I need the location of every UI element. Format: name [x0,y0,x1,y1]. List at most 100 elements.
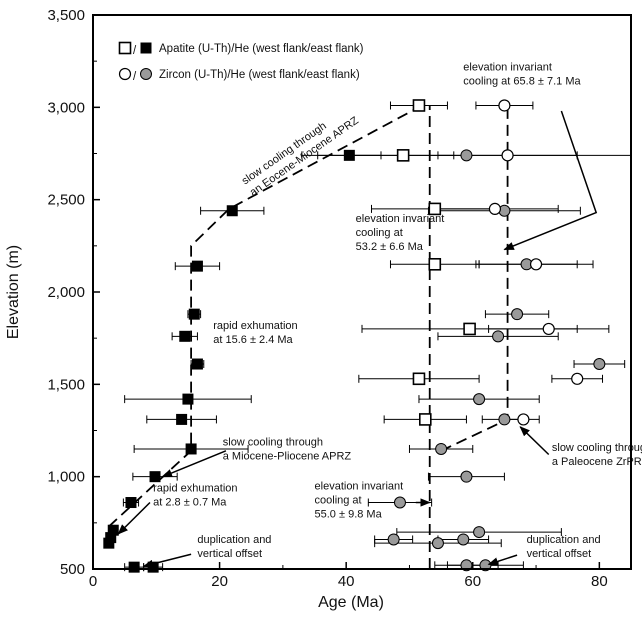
annotation-arrow [142,553,192,568]
y-tick-label: 3,000 [47,99,85,116]
legend-slash: / [133,71,137,83]
annotation-line: cooling at [356,227,403,239]
annotation-line: at 15.6 ± 2.4 Ma [213,334,293,346]
circle-open-point [529,258,543,271]
square-open-point [428,257,442,271]
square-filled-point [149,471,161,483]
annotation-text: duplication and vertical offset [527,534,601,560]
square-filled-point [226,205,238,217]
circle-open-point [517,413,530,426]
annotation-line: a Miocene-Pliocene APRZ [223,450,352,462]
x-axis-title: Age (Ma) [318,594,384,611]
circle-open-point [488,202,502,215]
annotation-text: rapid exhumation at 15.6 ± 2.4 Ma [213,320,297,346]
circle-filled-point [457,533,470,546]
legend-square-filled-icon [140,42,152,54]
square-filled-point [191,260,203,272]
annotation-line: 53.2 ± 6.6 Ma [356,241,424,253]
legend-circle-filled-icon [140,68,152,80]
annotation-text: duplication and vertical offset [197,534,271,560]
y-tick-label: 2,500 [47,192,85,209]
y-tick-label: 2,000 [47,284,85,301]
legend-label: Apatite (U-Th)/He (west flank/east flank… [159,43,364,55]
annotation-text: slow cooling through a Paleocene ZrPRZ [552,442,642,468]
square-filled-point [185,443,197,455]
annotation-arrow [503,110,598,251]
annotation-line: vertical offset [197,548,262,560]
circle-open-point [501,149,514,162]
circle-filled-point [473,393,486,406]
annotation-line: slow cooling through [223,436,323,448]
square-filled-point [182,393,194,405]
legend: / Apatite (U-Th)/He (west flank/east flan… [118,41,364,83]
square-open-point [463,322,476,336]
annotation-arrow [487,554,518,566]
x-tick-label: 60 [464,573,481,590]
legend-slash: / [133,45,137,57]
circle-filled-point [393,496,406,509]
annotation-line: elevation invariant [315,481,404,493]
circle-filled-point [387,533,400,546]
square-filled-point [128,561,140,573]
circle-open-point [571,372,584,385]
circle-filled-point [460,149,473,162]
data-points [103,99,606,573]
legend-label: Zircon (U-Th)/He (west flank/east flank) [159,69,360,81]
annotation-line: cooling at [315,495,362,507]
square-filled-point [343,149,355,161]
circle-filled-point [498,413,511,426]
annotation-text: elevation invariant cooling at 55.0 ± 9.8 … [315,481,404,521]
circle-filled-point [473,526,486,539]
annotation-line: vertical offset [527,548,592,560]
y-tick-label: 500 [60,561,85,578]
x-tick-label: 40 [338,573,355,590]
annotation-arrow [519,426,550,456]
annotation-text: slow cooling throughan Eocene-Miocene AP… [240,103,361,199]
annotation-line: slow cooling through [552,442,642,454]
annotation-line: rapid exhumation [213,320,297,332]
annotation-line: duplication and [197,534,271,546]
circle-filled-point [431,537,444,550]
annotation-line: cooling at 65.8 ± 7.1 Ma [463,75,581,87]
square-filled-point [179,330,191,342]
square-open-point [396,149,410,162]
circle-filled-point [435,442,448,455]
annotation-line: elevation invariant [463,61,552,73]
circle-open-point [542,322,555,336]
x-tick-label: 20 [211,573,228,590]
annotation-text: elevation invariant cooling at 65.8 ± 7.1… [463,61,581,87]
circle-filled-point [492,330,505,343]
annotation-arrow [161,450,227,478]
square-filled-point [125,497,137,509]
square-open-point [412,99,426,112]
annotation-line: duplication and [527,534,601,546]
square-open-point [418,413,432,426]
annotation-text: slow cooling through a Miocene-Pliocene A… [223,436,352,462]
legend-square-open-icon [118,41,132,55]
y-tick-label: 1,000 [47,469,85,486]
square-open-point [412,372,426,386]
annotation-text: elevation invariant cooling at 53.2 ± 6.6 … [356,213,445,253]
square-filled-point [107,524,119,536]
y-tick-label: 3,500 [47,7,85,24]
square-filled-point [188,308,200,320]
circle-filled-point [511,308,524,321]
y-tick-label: 1,500 [47,376,85,393]
x-tick-label: 0 [89,573,97,590]
annotation-line: rapid exhumation [153,482,237,494]
annotation-arrow [117,501,151,535]
annotation-line: 55.0 ± 9.8 Ma [315,509,383,521]
annotation-arrows [117,110,598,568]
circle-filled-point [460,470,473,483]
square-filled-point [176,413,188,425]
square-open-point [428,202,442,216]
circle-filled-point [593,358,606,371]
annotation-line: a Paleocene ZrPRZ [552,456,642,468]
annotations: elevation invariant cooling at 65.8 ± 7.1… [153,61,642,560]
annotation-line: elevation invariant [356,213,445,225]
axes: 0 20 40 60 80 500 1,000 1,500 2,000 2,500 3,000 3,5… [47,7,607,590]
legend-circle-open-icon [118,67,132,81]
annotation-line: at 2.8 ± 0.7 Ma [153,496,227,508]
y-axis-title: Elevation (m) [5,245,22,339]
